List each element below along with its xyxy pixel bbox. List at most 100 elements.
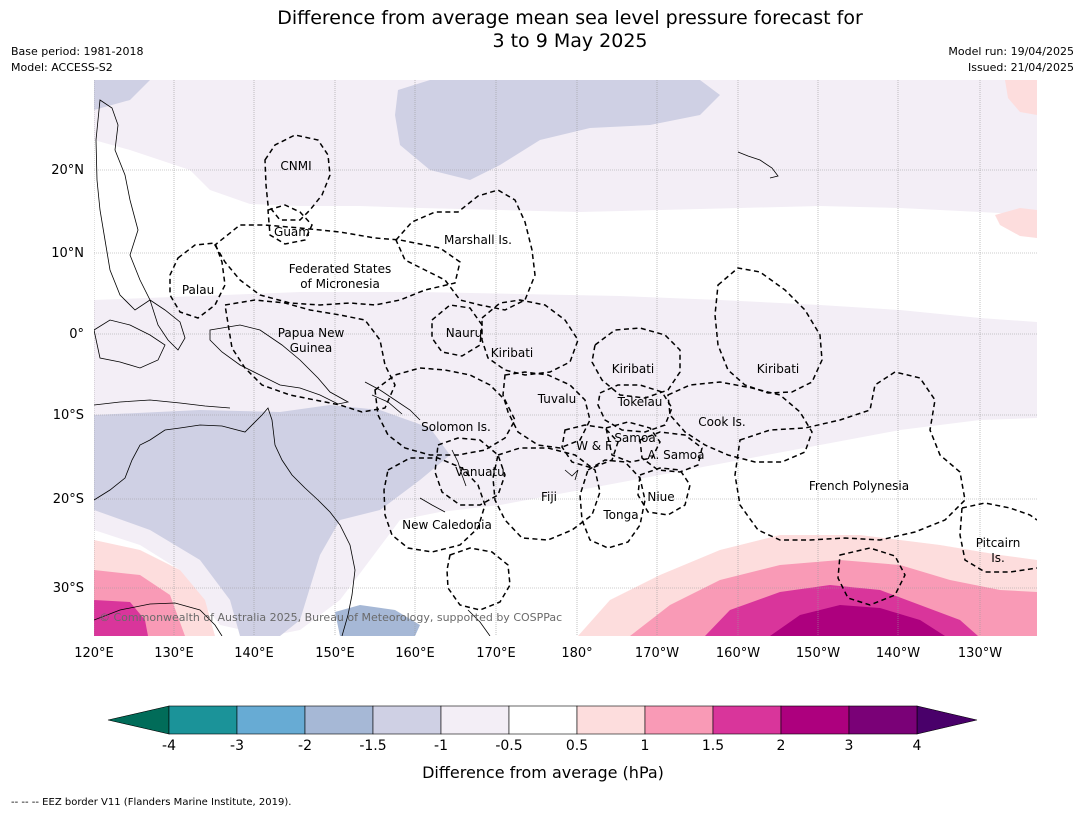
meta-left: Base period: 1981-2018 Model: ACCESS-S2 (11, 44, 143, 76)
colorbar-segment (168, 705, 238, 735)
lon-label-120e: 120°E (74, 646, 114, 661)
anomaly-high-southwest-3 (94, 600, 148, 636)
label-american-samoa: A. Samoa (648, 448, 705, 462)
eez-palau (169, 242, 226, 319)
label-solomon: Solomon Is. (421, 420, 491, 434)
map-figure: © Commonwealth of Australia 2025, Bureau… (51, 80, 1037, 782)
anomaly-high-southeast-4 (770, 605, 945, 636)
eez-niue (637, 467, 691, 516)
label-vanuatu: Vanuatu (455, 465, 505, 479)
eez-samoa (605, 421, 661, 463)
eez-source-note: -- -- -- EEZ border V11 (Flanders Marine… (11, 797, 292, 808)
map-panel: © Commonwealth of Australia 2025, Bureau… (94, 80, 1037, 636)
lat-label-20s: 20°S (53, 492, 84, 507)
coastlines (94, 99, 779, 636)
label-tuvalu: Tuvalu (537, 392, 577, 406)
lat-label-30s: 30°S (53, 581, 84, 596)
eez-kermadec (837, 547, 906, 606)
model-name: Model: ACCESS-S2 (11, 61, 113, 74)
colorbar-tick-label: 1 (641, 738, 650, 754)
label-png-line2: Guinea (290, 341, 333, 355)
eez-nauru (431, 304, 483, 357)
colorbar-extend-high (916, 705, 978, 735)
colorbar-tick-label: -0.5 (495, 738, 522, 754)
label-tokelau: Tokelau (617, 395, 663, 409)
eez-guam (267, 204, 313, 245)
lon-label-130w: 130°W (958, 646, 1002, 661)
lon-label-180: 180° (561, 646, 592, 661)
gridlines (94, 80, 1037, 636)
fiji-coast (564, 469, 579, 481)
eez-cnmi (264, 134, 331, 221)
eez-tuvalu (502, 371, 591, 449)
eez-solomon (374, 367, 516, 456)
label-nauru: Nauru (446, 326, 482, 340)
lat-label-20n: 20°N (51, 163, 84, 178)
anomaly-low-coral-sea (94, 405, 450, 636)
colorbar-segment (236, 705, 306, 735)
new-caledonia-coast (419, 497, 446, 513)
indonesia-south-coast (94, 399, 231, 409)
eez-tonga (579, 459, 646, 549)
label-fsm-line2: of Micronesia (300, 277, 380, 291)
meta-right: Model run: 19/04/2025 Issued: 21/04/2025 (948, 44, 1074, 76)
label-niue: Niue (647, 490, 674, 504)
lon-label-170w: 170°W (635, 646, 679, 661)
vanuatu-coast (451, 449, 467, 487)
lon-label-160w: 160°W (716, 646, 760, 661)
label-french-polynesia: French Polynesia (809, 479, 909, 493)
colorbar-ticks: -4 -3 -2 -1.5 -1 -0.5 0.5 1 1.5 2 3 4 (162, 738, 922, 754)
anomaly-band-equatorial (94, 292, 1037, 636)
eez-kiribati-gilbert (481, 299, 579, 376)
label-fiji: Fiji (541, 490, 557, 504)
lon-label-140w: 140°W (876, 646, 920, 661)
colorbar-tick-label: 3 (845, 738, 854, 754)
label-fsm-line1: Federated States (289, 262, 391, 276)
lon-label-160e: 160°E (395, 646, 435, 661)
lat-label-10n: 10°N (51, 246, 84, 261)
region-labels: CNMI Guam Marshall Is. Federated States … (182, 159, 1020, 565)
label-palau: Palau (182, 283, 214, 297)
anomaly-high-northeast-2 (995, 208, 1037, 238)
label-new-caledonia: New Caledonia (402, 518, 492, 532)
eez-cook (667, 381, 813, 463)
label-wallis-futuna: W & F (576, 439, 612, 453)
colorbar-tick-label: 0.5 (566, 738, 588, 754)
label-kiribati-west: Kiribati (491, 346, 533, 360)
eez-pitcairn (959, 502, 1037, 573)
australia-southwest-coast (94, 602, 223, 636)
eez-marshall (395, 189, 536, 311)
label-cnmi: CNMI (280, 159, 311, 173)
anomaly-low-northwest (94, 80, 150, 110)
colorbar: -4 -3 -2 -1.5 -1 -0.5 0.5 1 1.5 2 3 4 Difference fr… (107, 705, 978, 782)
eez-kiribati-phoenix (591, 327, 681, 399)
colorbar-tick-label: -2 (298, 738, 312, 754)
new-zealand-coast (467, 609, 491, 636)
colorbar-tick-label: -4 (162, 738, 176, 754)
colorbar-segment (508, 705, 578, 735)
model-run: Model run: 19/04/2025 (948, 45, 1074, 58)
eez-american-samoa (639, 431, 703, 473)
copyright-notice: © Commonwealth of Australia 2025, Bureau… (99, 611, 562, 624)
title-line-2: 3 to 9 May 2025 (492, 30, 648, 52)
borneo-sulawesi-coast (94, 299, 186, 369)
lat-label-10s: 10°S (53, 408, 84, 423)
colorbar-segment (304, 705, 374, 735)
lat-label-equator: 0° (69, 327, 84, 342)
anomaly-band-north (94, 80, 1037, 215)
australia-coast (94, 407, 356, 636)
label-tonga: Tonga (602, 508, 638, 522)
colorbar-segment (848, 705, 918, 735)
lon-label-150w: 150°W (796, 646, 840, 661)
eez-vanuatu (434, 437, 506, 506)
eez-fiji (492, 447, 601, 541)
chart-title: Difference from average mean sea level p… (0, 7, 1085, 53)
colorbar-tick-label: 4 (913, 738, 922, 754)
colorbar-segment (644, 705, 714, 735)
colorbar-segment (712, 705, 782, 735)
colorbar-segment (780, 705, 850, 735)
colorbar-label: Difference from average (hPa) (422, 763, 664, 782)
eez-norfolk (446, 547, 511, 611)
label-cook: Cook Is. (698, 415, 745, 429)
colorbar-tick-label: 2 (777, 738, 786, 754)
